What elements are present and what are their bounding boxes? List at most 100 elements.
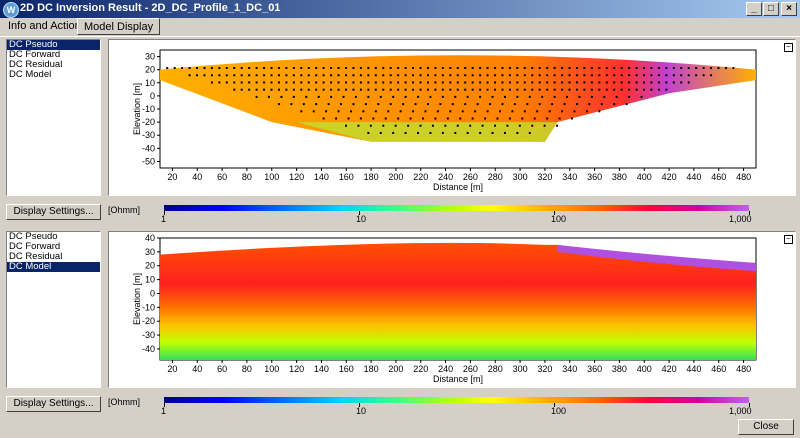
list-item-dc-residual[interactable]: DC Residual	[9, 59, 63, 70]
x-tick-label: 280	[488, 172, 503, 182]
title-bar: W 2D DC Inversion Result - 2D_DC_Profile…	[0, 0, 800, 18]
bottom-display-list[interactable]: DC Pseudo DC Forward DC Residual DC Mode…	[6, 231, 101, 388]
x-tick-label: 140	[314, 364, 329, 374]
y-axis-label: Elevation [m]	[132, 273, 142, 325]
x-axis-label: Distance [m]	[433, 374, 483, 384]
x-tick-label: 340	[562, 172, 577, 182]
top-panel-collapse-button[interactable]: −	[784, 43, 793, 52]
window-title: 2D DC Inversion Result - 2D_DC_Profile_1…	[20, 2, 281, 14]
tab-model-display[interactable]: Model Display	[77, 18, 161, 35]
x-tick-label: 480	[736, 364, 751, 374]
x-tick-label: 20	[167, 172, 177, 182]
x-tick-label: 20	[167, 364, 177, 374]
x-tick-label: 300	[513, 172, 528, 182]
y-tick-label: -10	[142, 302, 155, 312]
x-tick-label: 160	[339, 364, 354, 374]
colorbar-tick	[359, 211, 360, 215]
x-tick-label: 100	[264, 364, 279, 374]
close-window-button[interactable]: ×	[781, 2, 797, 16]
x-axis-label: Distance [m]	[433, 182, 483, 192]
x-tick-label: 300	[513, 364, 528, 374]
colorbar-tick	[749, 211, 750, 215]
x-tick-label: 40	[192, 364, 202, 374]
y-tick-label: -50	[142, 156, 155, 166]
y-tick-label: 40	[145, 233, 155, 243]
list-item-dc-model[interactable]: DC Model	[9, 69, 52, 80]
x-tick-label: 240	[438, 364, 453, 374]
x-tick-label: 220	[413, 364, 428, 374]
top-colorbar-unit: [Ohmm]	[108, 205, 141, 215]
y-tick-label: -10	[142, 104, 155, 114]
list-item-dc-model[interactable]: DC Model	[7, 262, 100, 272]
colorbar-tick-label: 1	[161, 214, 167, 224]
tab-info-and-actions[interactable]: Info and Actions	[8, 20, 87, 32]
list-item-dc-pseudo[interactable]: DC Pseudo	[9, 231, 58, 242]
x-tick-label: 400	[637, 172, 652, 182]
y-tick-label: 30	[145, 52, 155, 62]
x-tick-label: 280	[488, 364, 503, 374]
list-item-dc-pseudo[interactable]: DC Pseudo	[7, 40, 100, 50]
y-tick-label: -30	[142, 330, 155, 340]
top-display-settings-button[interactable]: Display Settings...	[6, 204, 101, 220]
list-item-dc-forward[interactable]: DC Forward	[9, 241, 61, 252]
x-tick-label: 460	[711, 172, 726, 182]
minimize-button[interactable]: _	[746, 2, 762, 16]
maximize-button[interactable]: □	[763, 2, 779, 16]
colorbar-tick-label: 1,000	[729, 406, 752, 416]
list-item-dc-residual[interactable]: DC Residual	[9, 251, 63, 262]
x-tick-label: 320	[537, 172, 552, 182]
colorbar-tick-label: 10	[356, 214, 367, 224]
x-tick-label: 200	[388, 172, 403, 182]
top-colorbar	[164, 205, 749, 211]
x-tick-label: 320	[537, 364, 552, 374]
x-tick-label: 80	[242, 172, 252, 182]
colorbar-tick	[749, 403, 750, 407]
x-tick-label: 180	[364, 172, 379, 182]
y-tick-label: 20	[145, 261, 155, 271]
y-axis-label: Elevation [m]	[132, 83, 142, 135]
x-tick-label: 420	[662, 364, 677, 374]
colorbar-tick	[554, 211, 555, 215]
colorbar-tick-label: 100	[551, 406, 567, 416]
x-tick-label: 180	[364, 364, 379, 374]
x-tick-label: 380	[612, 364, 627, 374]
x-tick-label: 140	[314, 172, 329, 182]
x-tick-label: 260	[463, 364, 478, 374]
x-tick-label: 120	[289, 364, 304, 374]
tab-divider	[0, 36, 800, 37]
low-resistivity-zone	[296, 122, 558, 142]
x-tick-label: 40	[192, 172, 202, 182]
close-button[interactable]: Close	[738, 419, 794, 435]
measurement-points	[166, 67, 735, 134]
tab-bar: Info and Actions Model Display	[0, 18, 800, 36]
y-tick-label: 20	[145, 65, 155, 75]
x-tick-label: 340	[562, 364, 577, 374]
bottom-panel-collapse-button[interactable]: −	[784, 235, 793, 244]
x-tick-label: 440	[686, 172, 701, 182]
x-tick-label: 360	[587, 172, 602, 182]
y-tick-label: -40	[142, 344, 155, 354]
bottom-colorbar-unit: [Ohmm]	[108, 397, 141, 407]
y-tick-label: 0	[150, 91, 155, 101]
model-fill	[160, 242, 756, 360]
colorbar-tick	[164, 211, 165, 215]
x-tick-label: 100	[264, 172, 279, 182]
bottom-display-settings-button[interactable]: Display Settings...	[6, 396, 101, 412]
colorbar-tick	[164, 403, 165, 407]
model-panel: 40 30 20 10 0 -10 -20 -30 -40 20 40 60 80 100 120 140 16…	[108, 231, 796, 388]
y-tick-label: -20	[142, 117, 155, 127]
x-tick-label: 60	[217, 172, 227, 182]
x-tick-label: 360	[587, 364, 602, 374]
colorbar-tick-label: 100	[551, 214, 567, 224]
x-tick-label: 80	[242, 364, 252, 374]
y-tick-label: 10	[145, 78, 155, 88]
x-tick-label: 220	[413, 172, 428, 182]
list-item-dc-forward[interactable]: DC Forward	[9, 49, 61, 60]
y-tick-label: 10	[145, 275, 155, 285]
x-tick-label: 460	[711, 364, 726, 374]
top-display-list[interactable]: DC Pseudo DC Forward DC Residual DC Mode…	[6, 39, 101, 196]
colorbar-tick-label: 1,000	[729, 214, 752, 224]
x-tick-label: 420	[662, 172, 677, 182]
pseudosection-panel: 30 20 10 0 -10 -20 -30 -40 -50 20 40 60 80 100 120 140 1…	[108, 39, 796, 196]
